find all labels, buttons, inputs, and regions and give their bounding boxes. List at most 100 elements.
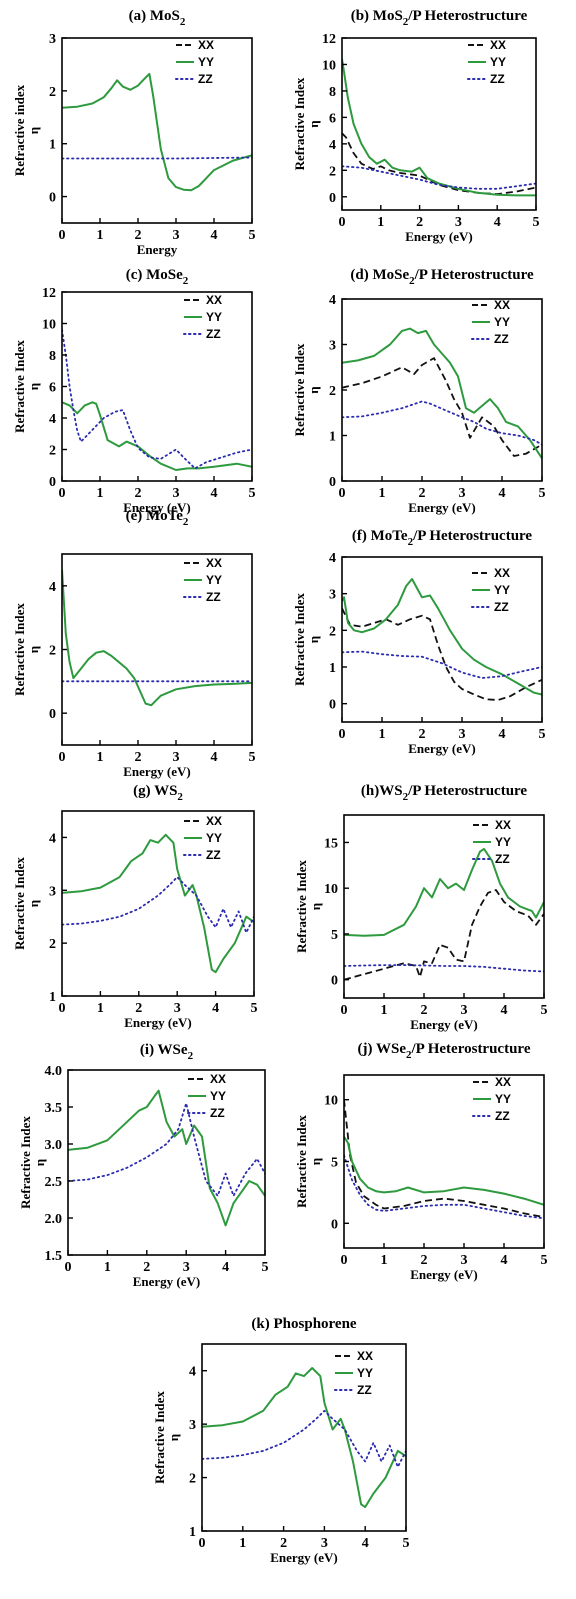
panel-title-subscript: 2 <box>403 791 409 803</box>
y-tick-label: 4 <box>49 412 56 427</box>
legend-zz-label: ZZ <box>198 72 213 86</box>
x-axis-label: Energy (eV) <box>408 741 476 756</box>
y-tick-label: 3.5 <box>45 1101 63 1116</box>
panel-title-suffix: /P Heterostructure <box>414 267 534 283</box>
panel-title-subscript: 2 <box>183 516 189 528</box>
y-tick-label: 2 <box>329 384 336 399</box>
x-tick-label: 4 <box>499 486 506 501</box>
series-xx-line <box>342 132 536 196</box>
y-tick-label: 4.0 <box>45 1064 63 1079</box>
x-tick-label: 5 <box>539 727 546 742</box>
y-axis-label: Refractive Index <box>292 77 307 170</box>
panel-title-text: (h)WS <box>361 783 403 799</box>
series-zz-line <box>62 156 252 160</box>
x-tick-label: 2 <box>421 1003 428 1018</box>
legend-zz-label: ZZ <box>494 332 509 346</box>
legend-xx-label: XX <box>357 1349 373 1363</box>
panel-title-text: (b) MoS <box>351 8 403 24</box>
y-axis-label: Refractive Index <box>294 1115 309 1208</box>
y-axis-label: Refractive Index <box>292 593 307 686</box>
panel-title-text: (j) WSe <box>358 1041 407 1057</box>
x-tick-label: 1 <box>377 215 384 230</box>
series-zz-line <box>344 1154 544 1220</box>
x-tick-label: 0 <box>65 1260 72 1275</box>
x-tick-label: 4 <box>499 727 506 742</box>
y-tick-label: 2 <box>329 164 336 179</box>
y-tick-label: 0 <box>329 191 336 206</box>
y-tick-label: 8 <box>49 349 56 364</box>
series-xx-line <box>342 607 542 701</box>
y-axis-symbol: η <box>308 1158 323 1165</box>
x-tick-label: 2 <box>135 750 142 765</box>
plot-frame <box>201 1343 407 1532</box>
series-yy-line <box>342 327 542 459</box>
y-tick-label: 2 <box>49 444 56 459</box>
legend-zz-label: ZZ <box>206 327 221 341</box>
series-zz-line <box>62 876 254 934</box>
series-zz-line <box>342 165 536 190</box>
x-tick-label: 1 <box>97 228 104 243</box>
y-tick-label: 3.0 <box>45 1138 63 1153</box>
x-axis-label: Energy (eV) <box>133 1274 201 1289</box>
y-tick-label: 2 <box>329 624 336 639</box>
x-tick-label: 1 <box>379 727 386 742</box>
y-tick-label: 12 <box>42 286 56 301</box>
series-yy-line <box>344 1136 544 1206</box>
x-tick-label: 3 <box>183 1260 190 1275</box>
x-tick-label: 2 <box>421 1253 428 1268</box>
legend-zz-label: ZZ <box>494 600 509 614</box>
series-xx-line <box>344 1099 544 1218</box>
y-tick-label: 0 <box>49 475 56 490</box>
legend-yy-label: YY <box>494 583 510 597</box>
legend-zz-label: ZZ <box>495 852 510 866</box>
x-tick-label: 4 <box>494 215 501 230</box>
y-axis-symbol: η <box>32 1159 47 1166</box>
y-axis-symbol: η <box>26 900 41 907</box>
x-tick-label: 0 <box>59 486 66 501</box>
series-yy-line <box>68 1089 265 1227</box>
legend-zz-label: ZZ <box>490 72 505 86</box>
series-xx-line <box>342 357 542 457</box>
x-tick-label: 1 <box>239 1536 246 1551</box>
panel-title-text: (g) WS <box>133 783 177 799</box>
y-tick-label: 1.5 <box>45 1249 63 1264</box>
panel-title: (c) MoSe2 <box>126 267 189 287</box>
x-tick-label: 2 <box>280 1536 287 1551</box>
x-tick-label: 4 <box>362 1536 369 1551</box>
x-tick-label: 0 <box>341 1003 348 1018</box>
series-yy-line <box>62 401 252 471</box>
panel-title: (g) WS2 <box>133 783 183 803</box>
x-axis-label: Energy (eV) <box>270 1550 338 1565</box>
y-tick-label: 1 <box>329 661 336 676</box>
x-tick-label: 5 <box>249 228 256 243</box>
x-tick-label: 5 <box>533 215 540 230</box>
y-tick-label: 3 <box>49 32 56 47</box>
y-tick-label: 0 <box>329 698 336 713</box>
y-tick-label: 2 <box>49 937 56 952</box>
series-zz-line <box>202 1409 406 1468</box>
x-tick-label: 3 <box>461 1003 468 1018</box>
y-axis-symbol: η <box>308 903 323 910</box>
x-tick-label: 1 <box>379 486 386 501</box>
panel-title-subscript: 2 <box>188 1050 194 1062</box>
plot-frame <box>61 37 253 224</box>
x-tick-label: 3 <box>321 1536 328 1551</box>
legend-xx-label: XX <box>206 556 222 570</box>
legend-xx-label: XX <box>495 1075 511 1089</box>
legend-yy-label: YY <box>206 573 222 587</box>
x-tick-label: 2 <box>135 1001 142 1016</box>
series-zz-line <box>342 400 542 446</box>
x-tick-label: 2 <box>419 727 426 742</box>
y-tick-label: 0 <box>49 707 56 722</box>
panel-title-subscript: 2 <box>403 16 409 28</box>
plot-frame <box>341 37 537 211</box>
y-tick-label: 4 <box>329 138 336 153</box>
legend-zz-label: ZZ <box>495 1109 510 1123</box>
x-tick-label: 0 <box>339 486 346 501</box>
y-axis-symbol: η <box>306 636 321 643</box>
legend-zz-label: ZZ <box>357 1383 372 1397</box>
series-zz-line <box>344 964 544 973</box>
y-axis-label: Refractive Index <box>12 340 27 433</box>
